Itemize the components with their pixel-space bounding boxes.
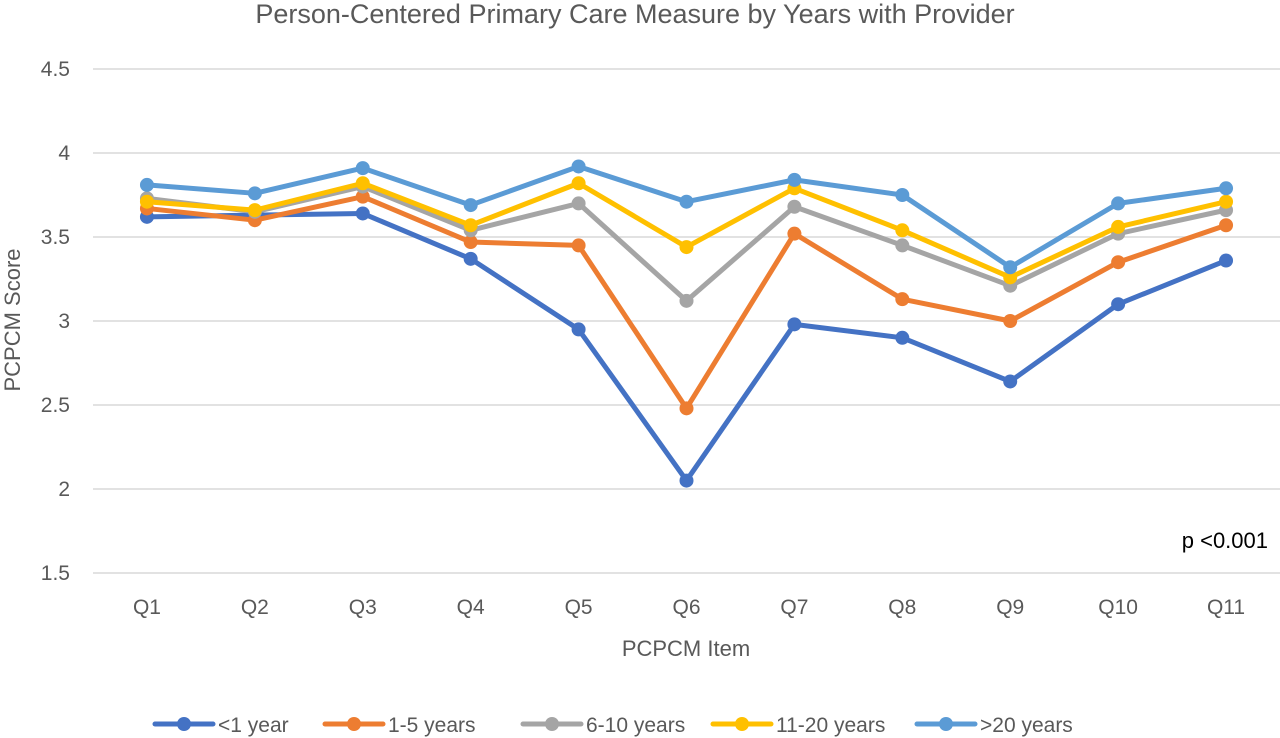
legend-marker — [545, 717, 559, 731]
x-tick-label: Q1 — [133, 596, 161, 619]
y-tick-label: 2.5 — [41, 394, 70, 417]
data-point — [1003, 270, 1018, 285]
data-point — [679, 293, 694, 308]
data-point — [679, 401, 694, 416]
data-point — [679, 240, 694, 255]
data-point — [463, 198, 478, 213]
data-point — [463, 251, 478, 266]
data-point — [679, 473, 694, 488]
legend-marker — [177, 717, 191, 731]
data-point — [571, 322, 586, 337]
x-axis-ticks: Q1 Q2 Q3 Q4 Q5 Q6 Q7 Q8 Q9 Q10 Q11 — [133, 596, 1245, 619]
data-point — [895, 330, 910, 345]
gridlines — [93, 68, 1280, 574]
data-point — [463, 218, 478, 233]
data-point — [355, 189, 370, 204]
x-tick-label: Q4 — [457, 596, 485, 619]
legend-label: >20 years — [980, 714, 1073, 737]
series-group — [139, 159, 1234, 275]
x-tick-label: Q9 — [996, 596, 1024, 619]
legend-item: 6-10 years — [520, 714, 685, 737]
data-point — [787, 172, 802, 187]
data-point — [139, 194, 154, 209]
y-tick-label: 2 — [58, 478, 70, 501]
y-tick-label: 1.5 — [41, 562, 70, 585]
legend-item: 11-20 years — [710, 714, 885, 737]
data-point — [787, 199, 802, 214]
legend-label: 1-5 years — [388, 714, 476, 737]
data-point — [247, 203, 262, 218]
p-value-annotation: p <0.001 — [1182, 528, 1268, 553]
data-point — [1003, 314, 1018, 328]
x-tick-label: Q5 — [565, 596, 593, 619]
data-point — [139, 177, 154, 192]
data-point — [895, 292, 910, 307]
data-point — [1219, 253, 1234, 268]
data-point — [787, 317, 802, 332]
data-point — [1219, 181, 1234, 196]
data-point — [1219, 218, 1234, 233]
data-point — [355, 161, 370, 176]
data-point — [1003, 260, 1018, 275]
legend-label: <1 year — [218, 714, 289, 737]
y-axis-label: PCPCM Score — [0, 248, 25, 391]
legend-label: 11-20 years — [776, 714, 885, 737]
y-tick-label: 3.5 — [41, 226, 70, 249]
legend: <1 year 1-5 years 6-10 years 11-20 years >20… — [152, 714, 1073, 737]
x-tick-label: Q8 — [888, 596, 916, 619]
y-tick-label: 4.5 — [41, 58, 70, 81]
legend-item: >20 years — [914, 714, 1073, 737]
x-tick-label: Q11 — [1207, 596, 1245, 619]
data-point — [895, 223, 910, 238]
data-point — [1003, 374, 1018, 389]
series-lines — [139, 159, 1234, 488]
data-point — [1111, 196, 1126, 211]
legend-label: 6-10 years — [586, 714, 685, 737]
x-tick-label: Q6 — [672, 596, 700, 619]
x-tick-label: Q10 — [1098, 596, 1138, 619]
y-tick-label: 4 — [58, 142, 70, 165]
data-point — [895, 238, 910, 253]
data-point — [355, 176, 370, 191]
x-axis-label: PCPCM Item — [622, 636, 750, 661]
x-tick-label: Q7 — [780, 596, 808, 619]
data-point — [1111, 255, 1126, 270]
data-point — [571, 238, 586, 253]
data-point — [787, 226, 802, 241]
data-point — [571, 196, 586, 211]
legend-marker — [939, 717, 953, 731]
data-point — [571, 176, 586, 191]
data-point — [571, 159, 586, 174]
x-tick-label: Q2 — [241, 596, 269, 619]
data-point — [1111, 219, 1126, 234]
x-tick-label: Q3 — [349, 596, 377, 619]
data-point — [1219, 194, 1234, 209]
legend-item: <1 year — [152, 714, 289, 737]
legend-item: 1-5 years — [322, 714, 476, 737]
legend-marker — [347, 717, 361, 731]
series-group — [139, 189, 1234, 416]
data-point — [247, 186, 262, 201]
data-point — [463, 235, 478, 250]
legend-marker — [735, 717, 749, 731]
y-axis-ticks: 1.5 2 2.5 3 3.5 4 4.5 — [41, 58, 71, 585]
data-point — [1111, 297, 1126, 312]
chart-title: Person-Centered Primary Care Measure by … — [255, 0, 1014, 29]
y-tick-label: 3 — [58, 310, 70, 333]
data-point — [895, 188, 910, 202]
data-point — [355, 206, 370, 221]
data-point — [679, 194, 694, 209]
